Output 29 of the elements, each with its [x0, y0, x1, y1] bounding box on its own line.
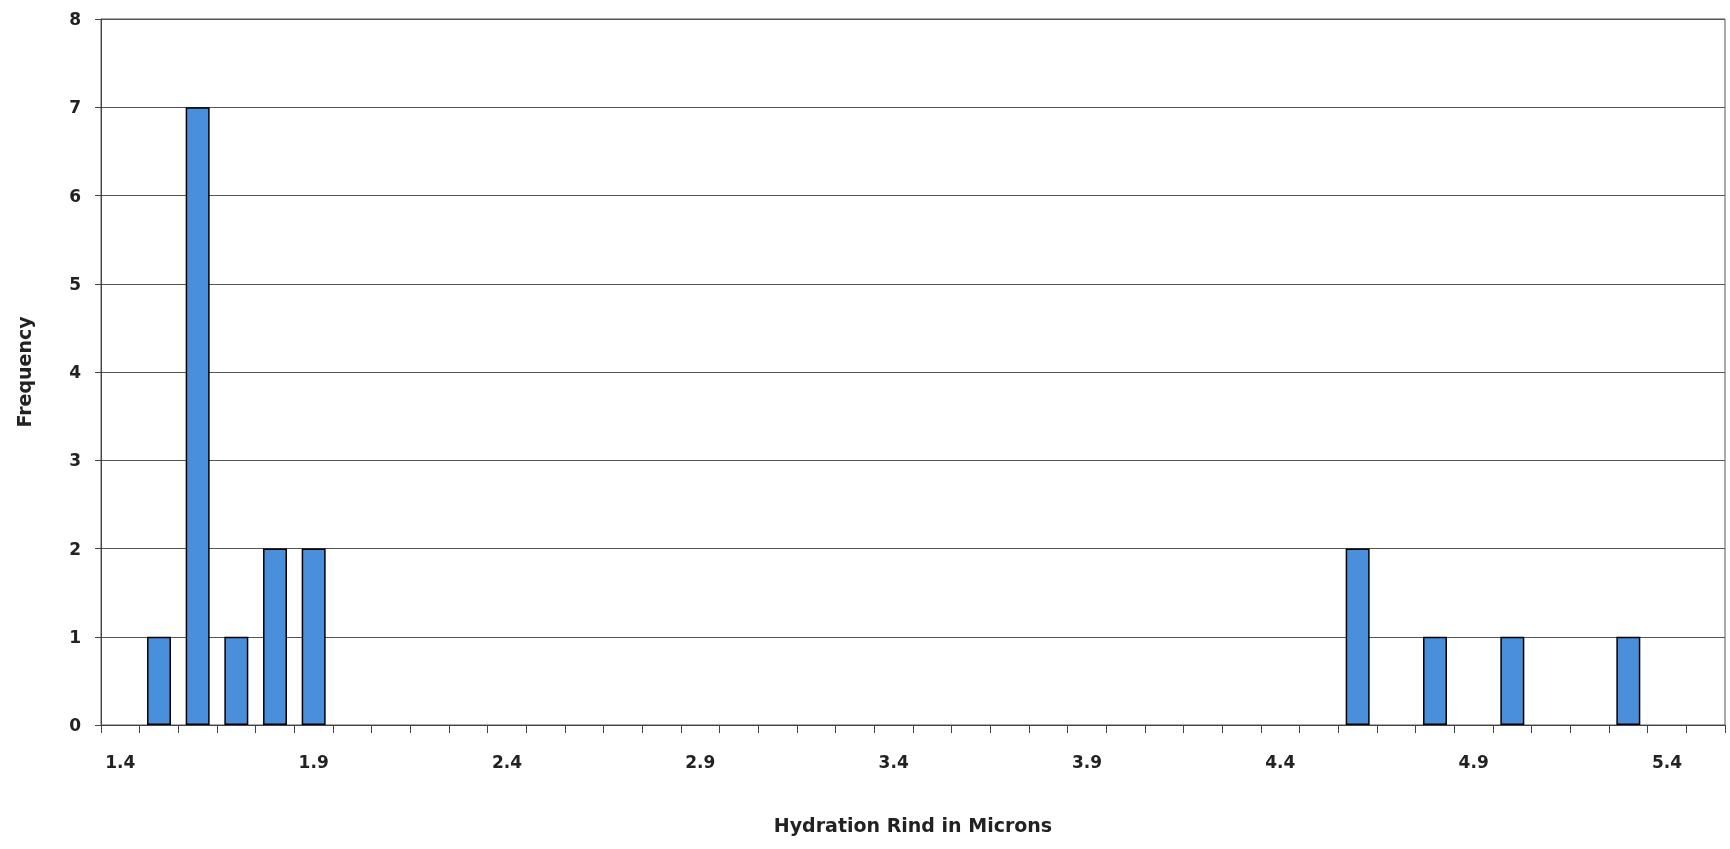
- y-tick-label: 5: [69, 273, 81, 294]
- x-tick-label: 2.9: [685, 751, 716, 772]
- y-tick-label: 1: [69, 626, 81, 647]
- y-tick-label: 3: [69, 450, 81, 471]
- x-tick-label: 3.9: [1071, 751, 1103, 772]
- x-tick-label: 2.4: [491, 751, 523, 772]
- y-tick-label: 2: [69, 538, 81, 559]
- bar: [1500, 636, 1525, 725]
- x-tick-label: 4.9: [1458, 751, 1489, 772]
- bar: [147, 636, 171, 725]
- y-tick-label: 8: [69, 9, 81, 29]
- bar: [224, 636, 249, 725]
- bar: [1345, 548, 1370, 725]
- bar: [1423, 636, 1447, 725]
- y-tick-label: 0: [69, 715, 82, 735]
- y-axis-title: Frequency: [12, 315, 35, 428]
- bar: [301, 548, 326, 725]
- y-tick-label: 7: [69, 97, 81, 118]
- x-tick-label: 1.4: [105, 751, 136, 772]
- y-tick-label: 6: [69, 185, 81, 206]
- x-tick-label: 5.4: [1651, 751, 1683, 772]
- x-tick-label: 4.4: [1265, 751, 1296, 772]
- x-tick-label: 1.9: [298, 751, 329, 772]
- x-axis-title: Hydration Rind in Microns: [773, 813, 1053, 836]
- y-tick-label: 4: [69, 362, 82, 382]
- bar: [263, 548, 287, 725]
- bar: [1616, 636, 1641, 725]
- x-tick-label: 3.4: [878, 751, 909, 772]
- bar: [185, 107, 210, 725]
